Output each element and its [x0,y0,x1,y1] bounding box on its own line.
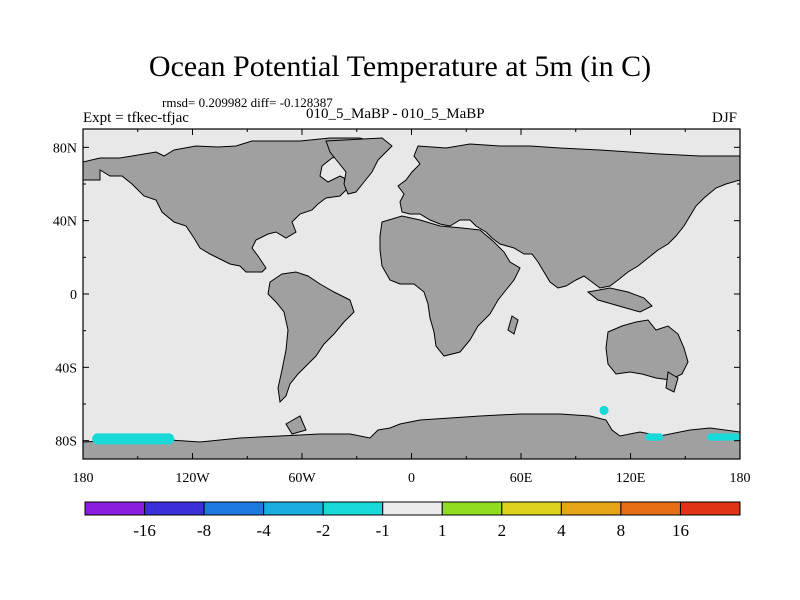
colorbar-swatch-8 [560,501,622,516]
colorbar-label-8: 8 [617,521,626,540]
colorbar-swatch-9 [620,501,681,516]
land-new-zealand [665,371,679,393]
x-tick-label-2: 60W [288,471,316,486]
experiment-label: Expt = tfkec-tfjac [83,110,189,126]
land-australia [605,319,689,381]
land-south-america [267,271,355,404]
colorbar-label-3: -2 [316,521,330,540]
anomaly-region-0 [92,433,175,445]
land-antarctic-islands [285,415,307,435]
x-axis: 180 120W 60W 0 60E 120E 180 [73,129,751,486]
y-tick-label-0: 80N [53,141,77,156]
colorbar-label-7: 4 [557,521,566,540]
colorbar-swatch-5 [382,501,443,516]
colorbar-label-6: 2 [498,521,507,540]
y-axis: 80N 40N 0 40S 80S [53,141,740,450]
land-greenland [325,137,393,195]
x-tick-label-4: 60E [510,471,533,486]
anomaly-region-1 [645,433,664,441]
colorbar-swatch-3 [263,501,324,516]
y-tick-label-4: 80S [55,435,77,450]
land-africa [379,215,521,357]
land-maritime-asia [586,287,653,313]
colorbar-label-1: -8 [197,521,211,540]
colorbar-label-4: -1 [376,521,390,540]
season-label: DJF [712,110,738,126]
x-tick-label-5: 120E [616,471,646,486]
x-tick-label-6: 180 [730,471,751,486]
colorbar-swatch-4 [322,501,384,516]
colorbar-label-2: -4 [257,521,272,540]
colorbar-swatch-7 [501,501,562,516]
chart-subtitle: 010_5_MaBP - 010_5_MaBP [306,106,485,122]
land-north-america [83,137,382,273]
colorbar-swatch-0 [84,501,146,516]
land-antarctica [83,413,740,459]
anomaly-layer [92,405,740,445]
colorbar-swatch-1 [144,501,205,516]
y-tick-label-3: 40S [55,361,77,376]
y-tick-label-1: 40N [53,215,77,230]
x-tick-label-0: 180 [73,471,94,486]
colorbar-label-9: 16 [672,521,689,540]
stats-label: rmsd= 0.209982 diff= -0.128387 [162,95,333,110]
x-tick-label-1: 120W [175,471,210,486]
anomaly-region-3 [599,405,609,415]
land-madagascar [507,315,519,335]
x-tick-label-3: 0 [408,471,415,486]
colorbar: -16 -8 -4 -2 -1 1 2 4 8 16 [84,501,741,540]
land-eurasia [397,143,740,289]
colorbar-swatch-2 [203,501,265,516]
anomaly-region-2 [707,433,740,441]
land-mask [83,137,740,459]
colorbar-swatch-10 [679,501,741,516]
colorbar-swatch-6 [441,501,503,516]
chart-title: Ocean Potential Temperature at 5m (in C) [148,50,652,83]
colorbar-label-5: 1 [438,521,447,540]
y-tick-label-2: 0 [70,288,77,303]
colorbar-label-0: -16 [133,521,156,540]
